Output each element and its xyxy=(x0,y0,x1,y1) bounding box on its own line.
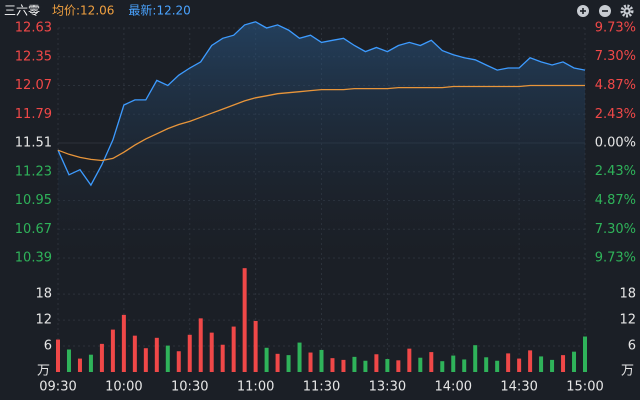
settings-button[interactable] xyxy=(620,4,634,18)
price-line xyxy=(57,84,585,162)
x-tick-label: 14:00 xyxy=(435,380,472,395)
y2-tick-label: 2.43% xyxy=(595,107,636,122)
volume-tick-label: 6 xyxy=(44,339,52,354)
y-tick-label: 12.35 xyxy=(15,49,52,64)
volume-tick-label: 18 xyxy=(35,287,52,302)
volume-bar xyxy=(572,351,577,372)
x-tick-label: 15:00 xyxy=(566,380,603,395)
volume-tick-label: 12 xyxy=(35,313,52,328)
x-tick-label: 09:30 xyxy=(39,380,76,395)
volume-bar xyxy=(253,320,258,372)
volume-bar xyxy=(132,335,137,372)
volume-bar xyxy=(198,318,203,372)
volume-bar xyxy=(319,349,324,372)
y2-tick-label: 7.30% xyxy=(595,222,636,237)
volume-bar xyxy=(550,359,555,372)
y2-tick-label: 9.73% xyxy=(595,21,636,36)
zoom-out-button[interactable] xyxy=(599,5,611,17)
volume-bar xyxy=(539,356,544,372)
header-annotation: 均价:12.06 xyxy=(52,4,114,18)
x-tick-label: 13:30 xyxy=(369,380,406,395)
volume-bar xyxy=(77,358,82,372)
x-tick-label: 10:00 xyxy=(105,380,142,395)
y-tick-label: 12.07 xyxy=(15,78,52,93)
volume-bar xyxy=(473,345,478,372)
volume-bar xyxy=(352,356,357,372)
volume-bar xyxy=(330,358,335,372)
y2-tick-label: 4.87% xyxy=(595,78,636,93)
volume-bar xyxy=(363,360,368,372)
volume-bar xyxy=(484,357,489,372)
volume-bar xyxy=(242,268,247,372)
volume-bar xyxy=(275,353,280,372)
volume-bar xyxy=(451,355,456,372)
volume-bar xyxy=(506,353,511,372)
volume-bar xyxy=(517,358,522,372)
volume-bar xyxy=(418,357,423,372)
volume-tick-label: 18 xyxy=(619,287,636,302)
volume-bar xyxy=(121,314,126,372)
volume-bar xyxy=(220,344,225,372)
price-line xyxy=(57,21,586,187)
volume-bar xyxy=(297,342,302,372)
volume-bar xyxy=(209,332,214,372)
y-tick-label: 10.39 xyxy=(15,251,52,266)
volume-bar xyxy=(143,348,148,372)
volume-bar xyxy=(110,329,115,372)
x-tick-label: 10:30 xyxy=(171,380,208,395)
y2-tick-label: 4.87% xyxy=(595,193,636,208)
volume-bar xyxy=(341,359,346,372)
volume-tick-label: 12 xyxy=(619,313,636,328)
x-tick-label: 11:30 xyxy=(303,380,340,395)
volume-bar xyxy=(308,352,313,372)
volume-bar xyxy=(56,339,60,372)
volume-tick-label: 6 xyxy=(628,339,636,354)
volume-bar xyxy=(407,348,412,372)
y-tick-label: 10.95 xyxy=(15,193,52,208)
volume-bar xyxy=(495,360,500,372)
y2-tick-label: 7.30% xyxy=(595,49,636,64)
zoom-in-button[interactable] xyxy=(577,5,589,17)
volume-bar xyxy=(154,337,159,372)
y2-tick-label: 2.43% xyxy=(595,164,636,179)
volume-bar xyxy=(429,352,434,372)
volume-bar xyxy=(528,350,533,372)
y-tick-label: 11.79 xyxy=(15,107,52,122)
chart-title: 三六零 xyxy=(4,4,40,18)
volume-bar xyxy=(462,359,467,372)
volume-bar xyxy=(286,355,291,372)
volume-bar xyxy=(264,347,269,372)
x-tick-label: 14:30 xyxy=(500,380,537,395)
volume-bar xyxy=(440,361,445,372)
y2-tick-label: 9.73% xyxy=(595,251,636,266)
volume-bar xyxy=(374,354,379,372)
volume-bar xyxy=(231,326,236,372)
volume-bar xyxy=(176,351,181,372)
volume-bar xyxy=(187,334,192,372)
volume-unit: 万 xyxy=(37,364,50,379)
volume-bar xyxy=(583,336,587,372)
header-annotation: 最新:12.20 xyxy=(128,3,190,18)
price-area xyxy=(58,21,585,258)
volume-bar xyxy=(165,345,170,372)
volume-bar xyxy=(99,343,104,372)
y-tick-label: 12.63 xyxy=(15,21,52,36)
y2-tick-label: 0.00% xyxy=(595,136,636,151)
volume-bar xyxy=(88,354,93,372)
volume-bar xyxy=(396,360,401,372)
volume-bar xyxy=(385,359,390,372)
volume-bar xyxy=(66,349,71,372)
toolbar xyxy=(577,4,634,18)
y-tick-label: 11.51 xyxy=(15,136,52,151)
x-tick-label: 11:00 xyxy=(237,380,274,395)
volume-bar xyxy=(561,355,566,372)
y-tick-label: 11.23 xyxy=(15,164,52,179)
volume-unit: 万 xyxy=(621,364,634,379)
y-tick-label: 10.67 xyxy=(15,222,52,237)
